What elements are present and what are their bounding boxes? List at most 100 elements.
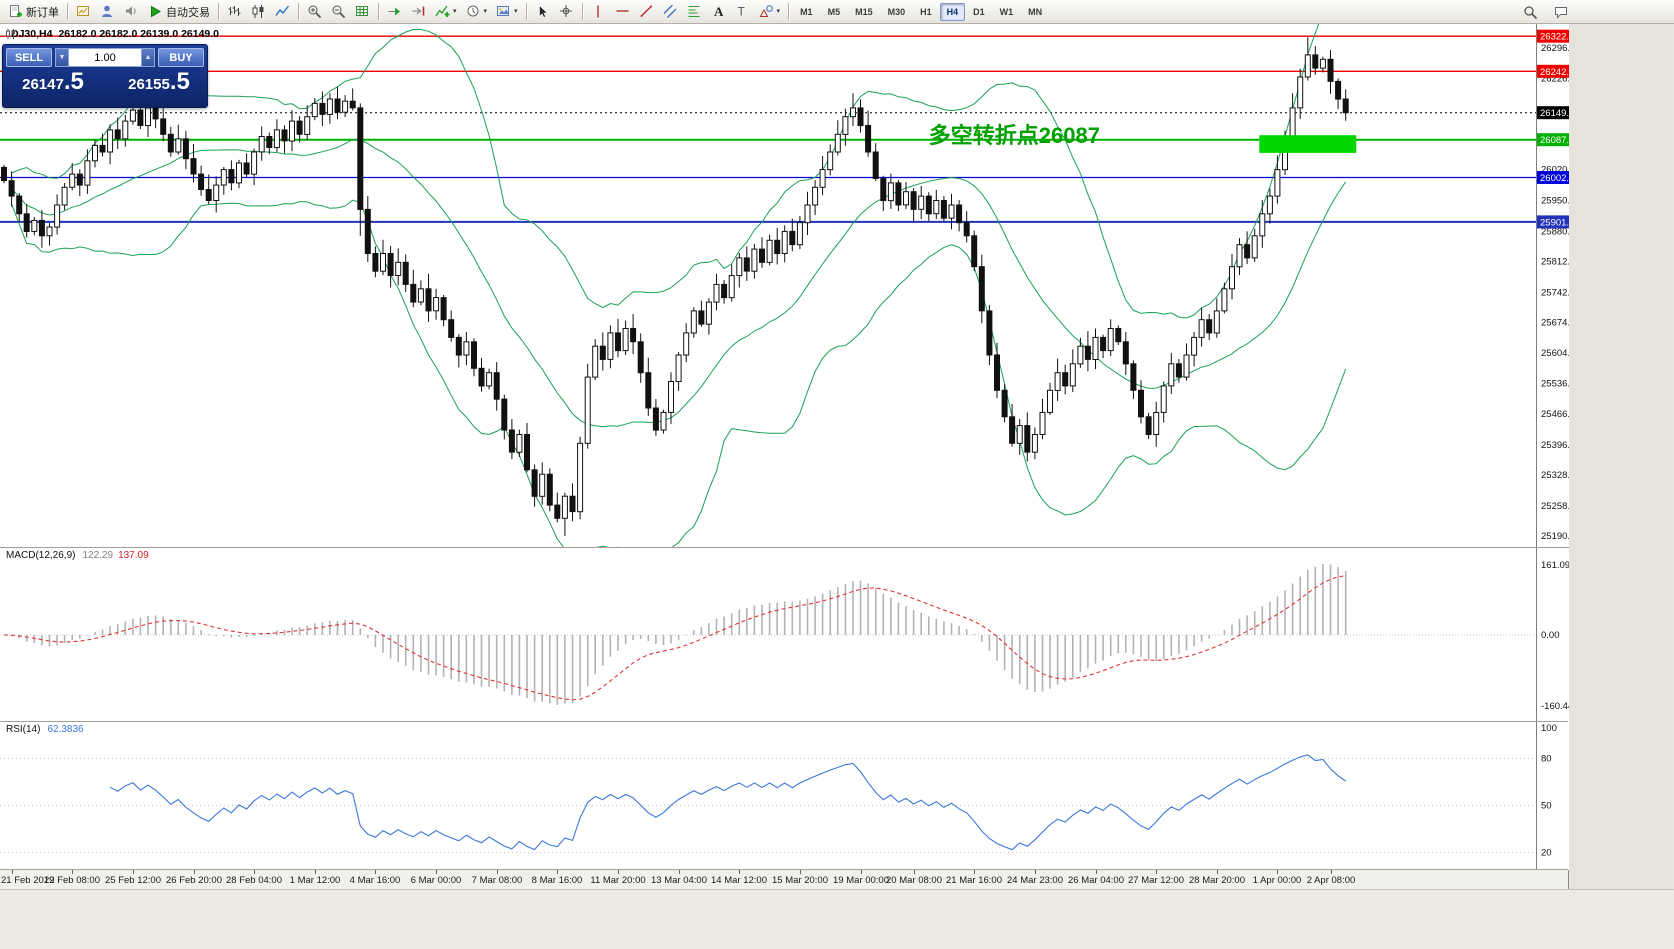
label-icon: T	[735, 4, 750, 19]
time-label: 19 Mar 00:00	[833, 875, 889, 886]
time-label: 7 Mar 08:00	[471, 875, 523, 886]
zoom-out-button[interactable]	[327, 2, 350, 22]
time-tick	[1156, 870, 1157, 874]
bar-chart-button[interactable]	[223, 2, 246, 22]
templates-button[interactable]: ▾	[492, 2, 522, 22]
shift-icon	[411, 4, 426, 19]
sound-icon	[124, 4, 139, 19]
text-label-button[interactable]: T	[731, 2, 754, 22]
cursor-button[interactable]	[531, 2, 554, 22]
vertical-line-button[interactable]	[587, 2, 610, 22]
spin-down-icon: ▼	[58, 54, 66, 61]
price-scale[interactable]	[1535, 24, 1568, 547]
charts-icon	[76, 4, 91, 19]
svg-text:25742.0: 25742.0	[1541, 287, 1569, 298]
main-chart-canvas[interactable]: 多空转折点26087 26296.0 26226.0 26020.0 25950.0 25…	[0, 24, 1569, 547]
time-label: 13 Mar 04:00	[651, 875, 707, 886]
chart-symbol-label: DJ30,H4	[11, 28, 53, 40]
buy-button[interactable]: BUY	[158, 48, 204, 67]
workspace-background	[1569, 24, 1673, 889]
tile-windows-button[interactable]	[351, 2, 374, 22]
new-order-button[interactable]: 新订单	[4, 2, 63, 22]
chart-title: DJ30,H4 26182.0 26182.0 26139.0 26149.0	[5, 28, 219, 40]
text-icon: A	[711, 4, 726, 19]
volume-decrease-button[interactable]: ▼	[55, 48, 69, 67]
horizontal-line-button[interactable]	[611, 2, 634, 22]
time-tick	[1096, 870, 1097, 874]
timeframe-h4-button[interactable]: H4	[939, 2, 966, 21]
macd-histogram	[10, 564, 1347, 705]
fibo-icon	[687, 4, 702, 19]
timeframe-mn-button[interactable]: MN	[1028, 6, 1043, 17]
zoom-in-icon	[307, 4, 322, 19]
zoom-in-button[interactable]	[303, 2, 326, 22]
time-tick	[1331, 870, 1332, 874]
indicators-icon	[435, 4, 450, 19]
time-axis[interactable]: 21 Feb 2019 22 Feb 08:00 25 Feb 12:00 26 Fe…	[0, 869, 1568, 889]
toolbar-separator	[218, 3, 219, 20]
vline-icon	[591, 4, 606, 19]
text-button[interactable]: A	[707, 2, 730, 22]
search-button[interactable]	[1519, 2, 1542, 22]
macd-canvas[interactable]: 161.09 0.00 -160.44	[0, 548, 1569, 722]
time-label: 21 Feb 2019	[1, 875, 55, 886]
macd-label: MACD(12,26,9) 122.29 137.09	[6, 550, 149, 561]
trendline-icon	[639, 4, 654, 19]
line-chart-button[interactable]	[271, 2, 294, 22]
toolbar-separator	[581, 3, 583, 20]
indicators-button[interactable]: ▾	[431, 2, 461, 22]
pivot-annotation-text: 多空转折点26087	[929, 123, 1100, 148]
timeframe-m5-button[interactable]: M5	[827, 6, 841, 17]
chart-ohlc-values: 26182.0 26182.0 26139.0 26149.0	[58, 28, 220, 40]
rsi-canvas[interactable]: 100 80 50 20	[0, 722, 1569, 870]
sell-button[interactable]: SELL	[6, 48, 52, 67]
time-label: 1 Apr 00:00	[1252, 875, 1302, 886]
cursor-icon	[535, 4, 550, 19]
profiles-button[interactable]	[96, 2, 119, 22]
autotrading-button[interactable]: 自动交易	[144, 2, 214, 22]
volume-increase-button[interactable]: ▲	[141, 48, 155, 67]
svg-text:25674.0: 25674.0	[1541, 317, 1569, 328]
community-button[interactable]	[1550, 2, 1573, 22]
time-tick	[974, 870, 975, 874]
one-click-trading-panel: SELL ▼ ▲ BUY 26147.5 26155.5	[2, 44, 208, 108]
time-tick	[12, 870, 13, 874]
timeframe-m15-button[interactable]: M15	[855, 6, 873, 17]
time-label: 6 Mar 00:00	[410, 875, 462, 886]
chart-shift-button[interactable]	[407, 2, 430, 22]
equidistant-channel-button[interactable]	[659, 2, 682, 22]
periods-button[interactable]: ▾	[462, 2, 492, 22]
rsi-label: RSI(14) 62.3836	[6, 724, 84, 735]
fibonacci-button[interactable]	[683, 2, 706, 22]
timeframe-d1-button[interactable]: D1	[973, 6, 985, 17]
candlestick-chart-button[interactable]	[247, 2, 270, 22]
svg-text:25396.0: 25396.0	[1541, 440, 1569, 451]
auto-scroll-button[interactable]	[383, 2, 406, 22]
time-label: 4 Mar 16:00	[349, 875, 401, 886]
svg-text:0.00: 0.00	[1541, 630, 1560, 641]
svg-text:50: 50	[1541, 800, 1552, 811]
timeframe-m1-button[interactable]: M1	[800, 6, 813, 17]
svg-text:-160.44: -160.44	[1541, 701, 1569, 712]
time-label: 22 Feb 08:00	[44, 875, 100, 886]
trendline-button[interactable]	[635, 2, 658, 22]
volume-input[interactable]	[69, 48, 141, 67]
svg-text:26020.0: 26020.0	[1541, 165, 1569, 176]
timeframe-w1-button[interactable]: W1	[999, 6, 1014, 17]
toolbar: 新订单 自动交易 ▾ ▾ ▾ A T ▾ M1 M5 M15 M30 H1 H4 D1 W1 MN	[0, 0, 1674, 24]
new-order-icon	[8, 4, 23, 19]
time-tick	[861, 870, 862, 874]
arrows-button[interactable]: ▾	[755, 2, 785, 22]
alerts-button[interactable]	[120, 2, 143, 22]
bollinger-bands	[11, 24, 1347, 547]
svg-text:25880.0: 25880.0	[1541, 226, 1569, 237]
timeframe-m30-button[interactable]: M30	[887, 6, 906, 17]
dropdown-caret-icon: ▾	[453, 8, 457, 15]
crosshair-button[interactable]	[555, 2, 578, 22]
time-label: 28 Mar 20:00	[1189, 875, 1245, 886]
time-label: 20 Mar 08:00	[886, 875, 942, 886]
time-tick	[72, 870, 73, 874]
timeframe-h1-button[interactable]: H1	[920, 6, 932, 17]
new-chart-button[interactable]	[72, 2, 95, 22]
